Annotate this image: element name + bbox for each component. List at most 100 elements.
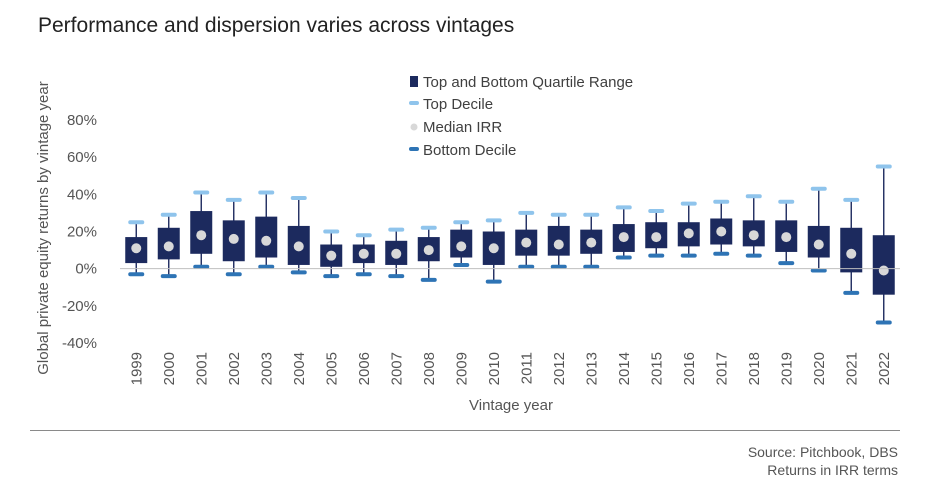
legend: Top and Bottom Quartile Range Top Decile… [409,74,633,159]
vintage-group-2003 [255,190,278,269]
y-tick-label: 0% [75,261,97,278]
x-tick-label: 2019 [778,352,795,385]
median-marker [781,232,792,243]
bottom-decile-marker [323,274,340,279]
vintage-group-2002 [222,197,245,277]
box-plot-chart: -40% -20% 0% 20% 40% 60% 80% 1999 2000 2001 2002 2… [35,74,900,414]
median-marker [488,243,499,254]
median-marker [521,237,532,248]
legend-label-top-decile: Top Decile [423,96,493,113]
legend-label-bottom-decile: Bottom Decile [423,142,516,159]
bottom-decile-marker [160,274,177,279]
top-decile-marker [550,212,567,217]
vintage-group-1999 [125,220,148,277]
x-tick-label: 2010 [486,352,503,385]
bottom-decile-marker [290,270,307,275]
x-tick-label: 2020 [811,352,828,385]
median-marker [716,226,727,237]
y-axis: -40% -20% 0% 20% 40% 60% 80% [62,112,97,352]
top-decile-marker [355,233,372,238]
median-marker [423,245,434,256]
bottom-decile-marker [843,290,860,295]
y-tick-label: -40% [62,335,97,352]
legend-swatch-quartile-range [410,76,418,87]
legend-swatch-top-decile [409,101,419,105]
x-tick-label: 2014 [616,352,633,385]
x-tick-label: 2007 [388,352,405,385]
vintage-group-2000 [157,212,180,279]
vintage-group-2016 [677,201,700,258]
top-decile-marker [518,210,535,215]
top-decile-marker [843,197,860,202]
x-tick-label: 2017 [713,352,730,385]
top-decile-marker [648,209,665,214]
median-marker [618,232,629,243]
vintage-group-2014 [612,205,635,260]
x-tick-label: 1999 [128,352,145,385]
y-tick-label: -20% [62,298,97,315]
x-tick-label: 2009 [453,352,470,385]
x-tick-label: 2021 [843,352,860,385]
median-marker [261,235,272,246]
median-marker [293,241,304,252]
vintage-group-2011 [515,210,538,269]
legend-swatch-bottom-decile [409,147,419,151]
bottom-decile-marker [648,253,665,258]
x-tick-label: 2006 [356,352,373,385]
top-decile-marker [745,194,762,199]
bottom-decile-marker [225,272,242,277]
vintage-group-2010 [482,218,505,284]
vintage-group-2020 [807,186,830,273]
vintage-group-2019 [775,199,798,266]
top-decile-marker [258,190,275,195]
x-tick-label: 2003 [258,352,275,385]
x-axis-title: Vintage year [469,397,553,414]
vintage-group-2008 [417,225,440,282]
bottom-decile-marker [193,264,210,269]
median-marker [163,241,174,252]
y-tick-label: 80% [67,112,97,129]
top-decile-marker [615,205,632,210]
x-axis: 1999 2000 2001 2002 2003 2004 2005 2006 2007 2008… [128,352,893,385]
top-decile-marker [160,212,177,217]
x-tick-label: 2004 [291,352,308,385]
bottom-decile-marker [583,264,600,269]
bottom-decile-marker [518,264,535,269]
vintage-group-2017 [710,199,733,256]
top-decile-marker [680,201,697,206]
top-decile-marker [875,164,892,169]
median-marker [748,230,759,241]
vintage-group-2005 [320,229,343,279]
median-marker [196,230,207,241]
bottom-decile-marker [875,320,892,325]
vintage-group-2012 [547,212,570,269]
top-decile-marker [778,199,795,204]
top-decile-marker [420,225,437,230]
legend-label-median-irr: Median IRR [423,119,502,136]
bottom-decile-marker [778,261,795,266]
bottom-decile-marker [810,268,827,273]
bottom-decile-marker [485,279,502,284]
legend-label-quartile-range: Top and Bottom Quartile Range [423,74,633,91]
footer-divider [30,430,900,431]
legend-swatch-median-irr [410,123,418,131]
vintage-group-2021 [840,197,863,295]
x-tick-label: 2001 [193,352,210,385]
x-tick-label: 2002 [226,352,243,385]
top-decile-marker [485,218,502,223]
top-decile-marker [453,220,470,225]
bottom-decile-marker [355,272,372,277]
bottom-decile-marker [745,253,762,258]
vintage-group-2018 [742,194,765,258]
x-tick-label: 2016 [681,352,698,385]
median-marker [326,250,337,261]
top-decile-marker [583,212,600,217]
y-axis-title: Global private equity returns by vintage… [35,81,52,375]
bottom-decile-marker [680,253,697,258]
median-marker [651,232,662,243]
median-marker [683,228,694,239]
top-decile-marker [225,197,242,202]
x-tick-label: 2013 [583,352,600,385]
median-marker [391,248,402,259]
quartile-box [872,235,895,295]
